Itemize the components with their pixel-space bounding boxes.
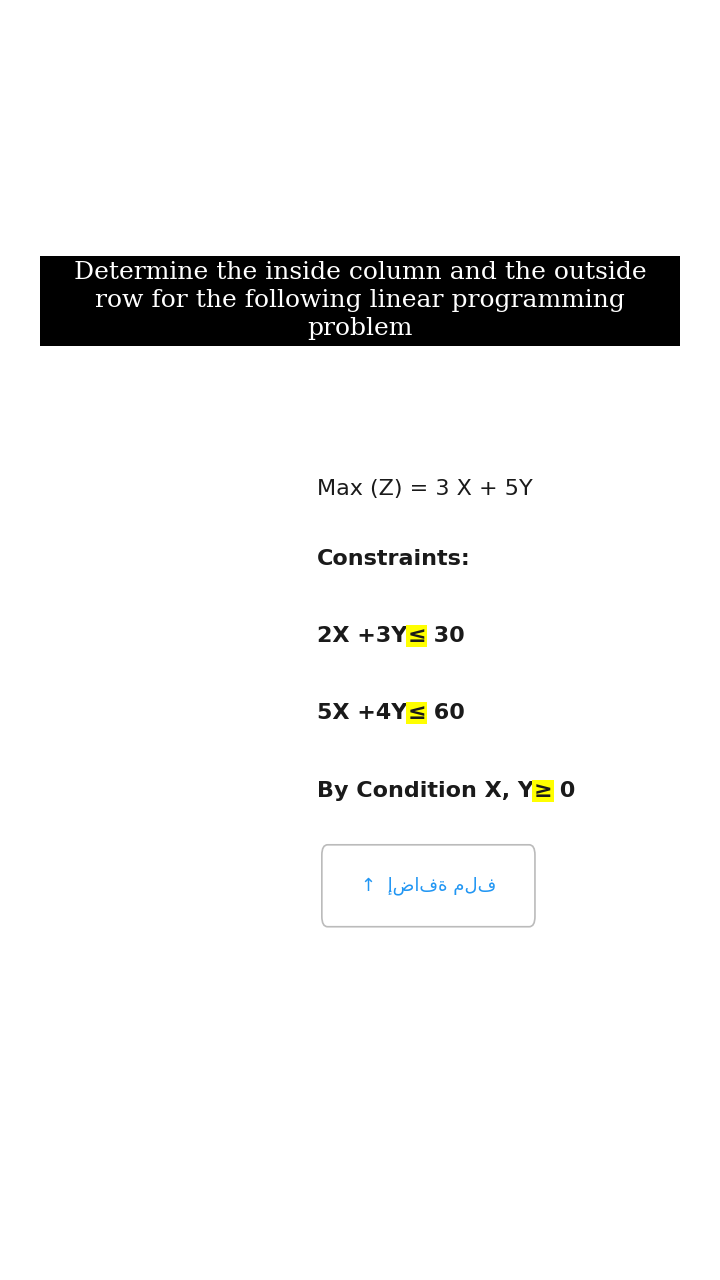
FancyBboxPatch shape [322, 845, 535, 927]
Text: Determine the inside column and the outside: Determine the inside column and the outs… [73, 261, 647, 284]
Text: problem: problem [307, 317, 413, 340]
Text: ≤: ≤ [408, 626, 426, 646]
Bar [40, 256, 680, 346]
Text: 2X +3Y: 2X +3Y [317, 626, 408, 646]
Text: Constraints:: Constraints: [317, 549, 471, 570]
Text: ↑  إضافة ملف: ↑ إضافة ملف [361, 877, 496, 895]
Text: Max (Z) = 3 X + 5Y: Max (Z) = 3 X + 5Y [317, 479, 533, 499]
Text: ≥: ≥ [534, 781, 552, 801]
Text: 60: 60 [426, 703, 464, 723]
Text: 0: 0 [552, 781, 576, 801]
Text: By Condition X, Y: By Condition X, Y [317, 781, 534, 801]
Text: ≤: ≤ [408, 703, 426, 723]
Text: row for the following linear programming: row for the following linear programming [95, 289, 625, 312]
Text: 30: 30 [426, 626, 464, 646]
Text: 5X +4Y: 5X +4Y [317, 703, 408, 723]
